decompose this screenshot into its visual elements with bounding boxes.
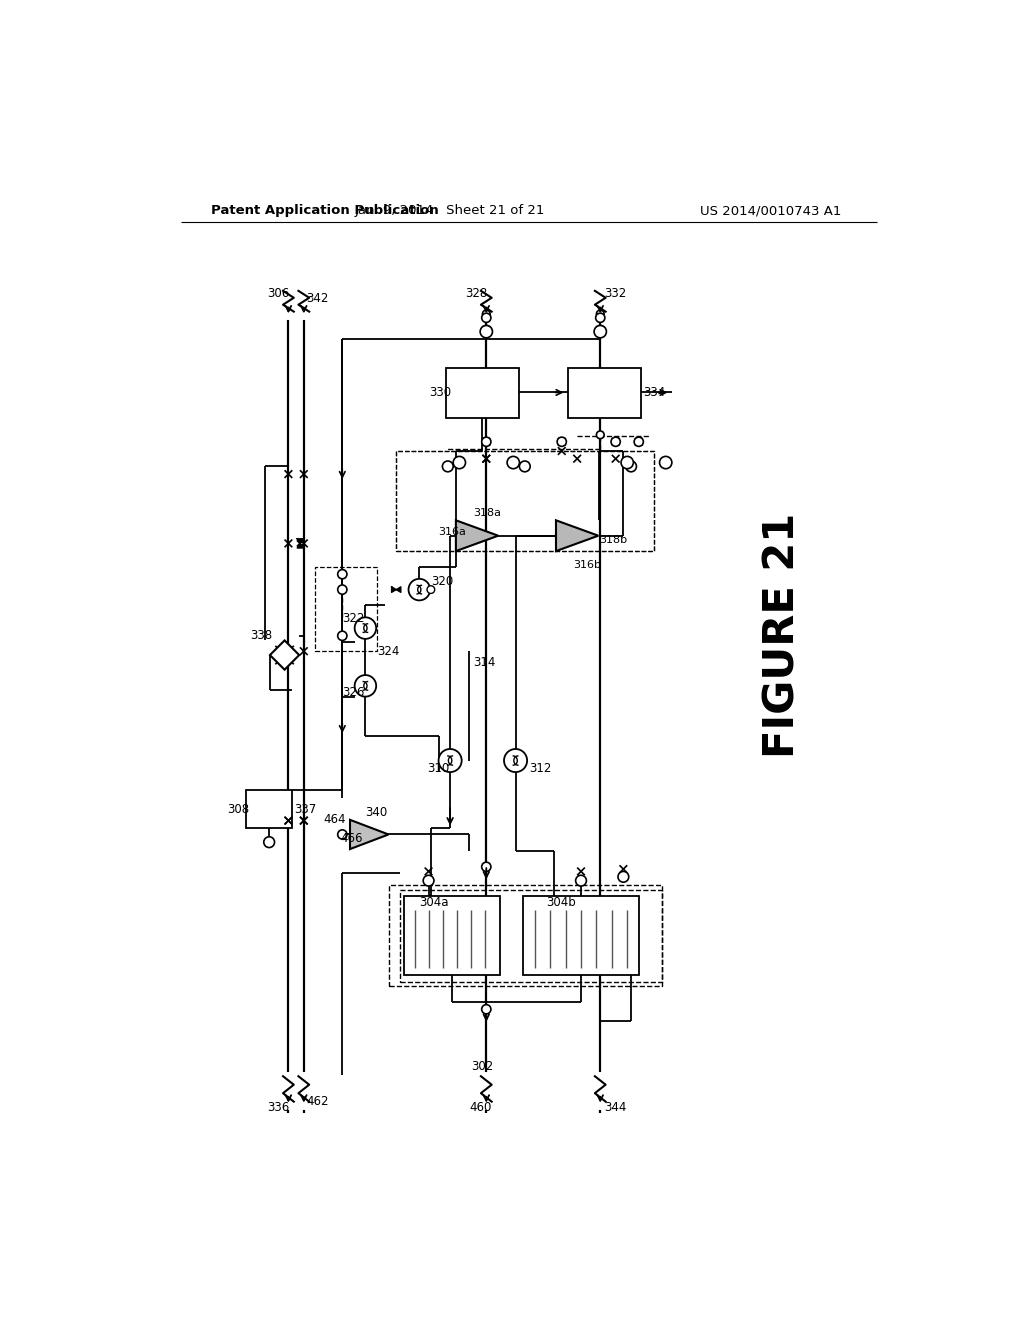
Bar — [388, 884, 662, 986]
Text: 332: 332 — [604, 286, 627, 300]
Polygon shape — [350, 820, 388, 849]
Circle shape — [519, 461, 530, 471]
Bar — [315, 566, 377, 651]
Circle shape — [481, 326, 492, 337]
Circle shape — [423, 875, 434, 886]
Circle shape — [409, 579, 430, 601]
Text: 330: 330 — [429, 385, 452, 399]
Text: 324: 324 — [377, 644, 399, 657]
Bar — [446, 368, 519, 418]
Circle shape — [596, 313, 605, 322]
Text: 302: 302 — [471, 1060, 494, 1073]
Circle shape — [596, 310, 604, 318]
Text: 326: 326 — [342, 685, 365, 698]
Bar — [396, 451, 654, 552]
Bar — [400, 890, 662, 982]
Text: 336: 336 — [267, 1101, 289, 1114]
Text: 337: 337 — [295, 803, 316, 816]
Text: 310: 310 — [427, 762, 450, 775]
Circle shape — [454, 457, 466, 469]
Bar — [403, 896, 500, 974]
Text: 460: 460 — [469, 1101, 492, 1114]
Circle shape — [442, 461, 454, 471]
Text: 304a: 304a — [419, 896, 449, 908]
Circle shape — [438, 748, 462, 772]
Text: 314: 314 — [473, 656, 496, 669]
Circle shape — [354, 675, 376, 697]
Circle shape — [626, 461, 637, 471]
Bar — [568, 368, 641, 418]
Circle shape — [621, 457, 634, 469]
Circle shape — [481, 313, 490, 322]
Circle shape — [264, 837, 274, 847]
Text: 322: 322 — [342, 612, 365, 626]
Polygon shape — [391, 587, 400, 593]
Text: 316a: 316a — [438, 527, 467, 537]
Circle shape — [427, 586, 435, 594]
Circle shape — [611, 437, 621, 446]
Text: 462: 462 — [306, 1096, 329, 1109]
Text: 320: 320 — [432, 576, 454, 589]
Text: 304b: 304b — [547, 896, 577, 908]
Text: FIGURE 21: FIGURE 21 — [762, 513, 804, 759]
Text: US 2014/0010743 A1: US 2014/0010743 A1 — [700, 205, 842, 218]
Circle shape — [338, 631, 347, 640]
Polygon shape — [270, 640, 299, 669]
Text: 340: 340 — [366, 807, 388, 820]
Circle shape — [594, 326, 606, 338]
Text: 344: 344 — [604, 1101, 627, 1114]
Circle shape — [354, 618, 376, 639]
Circle shape — [481, 862, 490, 871]
Text: 318b: 318b — [599, 535, 627, 545]
Circle shape — [504, 748, 527, 772]
Text: 464: 464 — [323, 813, 345, 825]
Circle shape — [507, 457, 519, 469]
Circle shape — [482, 310, 490, 318]
Text: Jan. 9, 2014   Sheet 21 of 21: Jan. 9, 2014 Sheet 21 of 21 — [355, 205, 546, 218]
Circle shape — [617, 871, 629, 882]
Circle shape — [634, 437, 643, 446]
Text: 466: 466 — [340, 832, 362, 845]
Circle shape — [595, 326, 605, 337]
Circle shape — [338, 570, 347, 579]
Circle shape — [481, 437, 490, 446]
Circle shape — [575, 875, 587, 886]
Text: Patent Application Publication: Patent Application Publication — [211, 205, 439, 218]
Circle shape — [480, 326, 493, 338]
Polygon shape — [456, 520, 499, 552]
Circle shape — [338, 585, 347, 594]
Circle shape — [557, 437, 566, 446]
Circle shape — [659, 457, 672, 469]
Circle shape — [338, 830, 347, 840]
Text: 342: 342 — [306, 292, 329, 305]
Bar — [246, 789, 292, 829]
Circle shape — [481, 1005, 490, 1014]
Text: 312: 312 — [529, 762, 552, 775]
Text: 334: 334 — [643, 385, 666, 399]
Text: 328: 328 — [465, 286, 487, 300]
Text: 318a: 318a — [473, 508, 501, 517]
Circle shape — [596, 432, 604, 438]
Text: 306: 306 — [267, 286, 289, 300]
Bar — [396, 451, 654, 552]
Polygon shape — [297, 539, 303, 548]
Text: 308: 308 — [226, 803, 249, 816]
Polygon shape — [556, 520, 598, 552]
Text: 338: 338 — [250, 630, 272, 643]
Bar — [523, 896, 639, 974]
Text: 316b: 316b — [573, 560, 601, 570]
